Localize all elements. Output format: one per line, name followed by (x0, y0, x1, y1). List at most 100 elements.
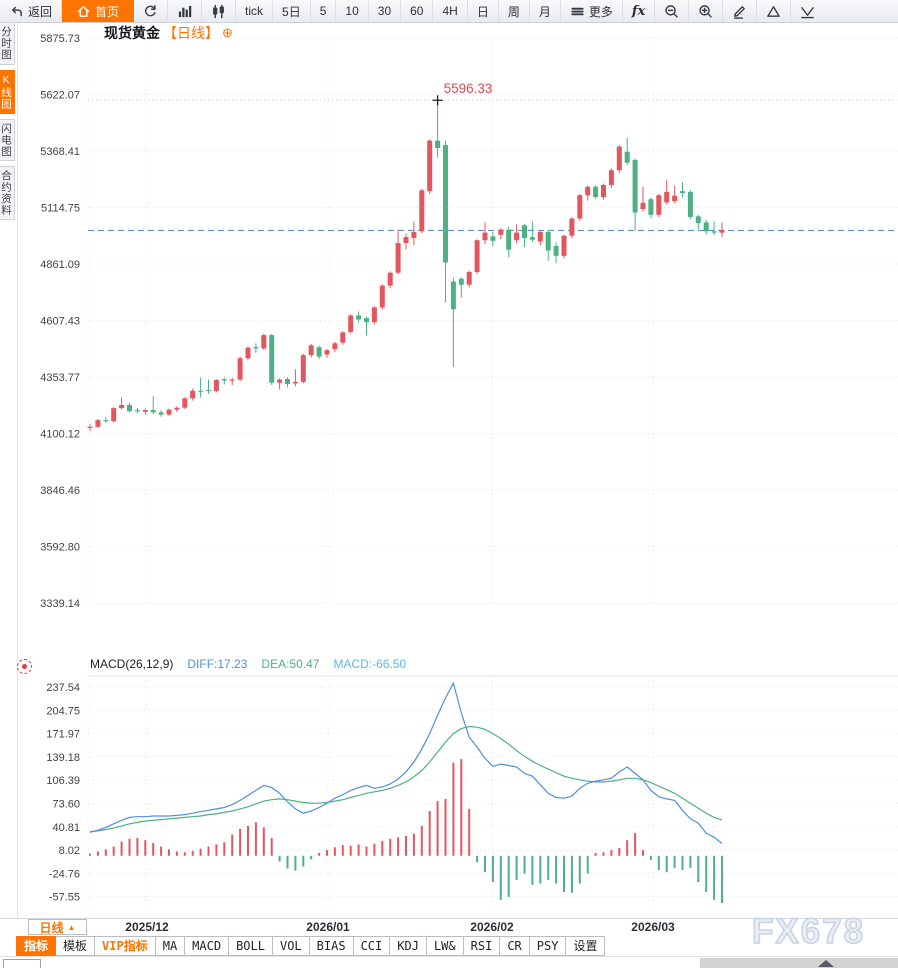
diff-line (89, 681, 723, 844)
indicator-tab-MACD[interactable]: MACD (184, 936, 230, 956)
collapse-triangle-icon[interactable] (818, 960, 834, 967)
sidebar-tab-item[interactable]: 闪电图 (0, 118, 15, 161)
period-month-button-label: 月 (538, 4, 551, 19)
indicator-tab-模板[interactable]: 模板 (55, 936, 96, 956)
indicator-tab-BOLL[interactable]: BOLL (228, 936, 273, 956)
x-axis-label: 2026/01 (306, 920, 350, 934)
candle-body (206, 390, 211, 392)
period-week-button[interactable]: 周 (499, 0, 530, 22)
candle-body (482, 232, 488, 241)
home-button[interactable]: 首页 (62, 0, 135, 22)
macd-y-axis-label: 106.39 (46, 775, 80, 787)
candle-body (379, 285, 385, 308)
macd-panel-chart[interactable]: 237.54 204.75 171.97 139.18 106.39 73.60 40.81… (0, 662, 898, 916)
period-month-button[interactable]: 月 (530, 0, 561, 22)
candle-body (585, 186, 591, 196)
indicator-tab-VOL[interactable]: VOL (271, 936, 310, 956)
candle-body (166, 409, 172, 415)
period-day-button[interactable]: 日 (468, 0, 499, 22)
candle-body (687, 191, 693, 218)
sidebar-tab-item[interactable]: 合约资料 (0, 166, 15, 220)
y-axis-label: 3592.80 (40, 542, 80, 554)
x-axis-label: 2025/12 (125, 920, 169, 934)
high-marker-cross-icon (432, 95, 443, 106)
refresh-button[interactable] (134, 0, 169, 22)
indicator-tab-PSY[interactable]: PSY (528, 936, 567, 956)
indicator-tab-指标[interactable]: 指标 (16, 936, 57, 956)
macd-dea-value: DEA:50.47 (261, 657, 320, 671)
dea-line (89, 725, 723, 833)
indicator-tab-设置[interactable]: 设置 (565, 936, 606, 956)
indicator-tab-RSI[interactable]: RSI (462, 936, 501, 956)
indicator-tab-VIP指标[interactable]: VIP指标 (94, 936, 156, 956)
period-week-button-label: 周 (507, 4, 520, 19)
candle-body (221, 379, 227, 381)
candle-body (150, 410, 156, 413)
more-button[interactable]: 更多 (561, 0, 623, 22)
candle-body (340, 332, 346, 343)
indicator-tab-LW&[interactable]: LW& (425, 936, 464, 956)
zoom-out-icon (664, 4, 679, 19)
period-10-button[interactable]: 10 (336, 0, 369, 22)
x-axis: 2025/12 2026/01 2026/02 2026/03 (0, 918, 898, 936)
period-5day-button[interactable]: 5日 (273, 0, 311, 22)
candle-body (672, 195, 678, 201)
indicator-tab-CCI[interactable]: CCI (352, 936, 391, 956)
shape-tool-button[interactable] (791, 0, 815, 22)
indicator-tab-MA[interactable]: MA (154, 936, 186, 956)
y-axis-label: 4100.12 (40, 429, 80, 441)
macd-y-axis-label: -24.76 (49, 868, 80, 880)
macd-y-axis-label: -57.55 (49, 892, 80, 904)
indicator-tab-CR[interactable]: CR (499, 936, 530, 956)
candle-body (569, 218, 575, 236)
candle-body (127, 405, 132, 412)
candle-body (111, 408, 117, 422)
indicator-burst-icon[interactable] (17, 659, 32, 674)
candle-body (253, 347, 259, 349)
candle-body (119, 405, 125, 409)
candle-body (316, 347, 322, 357)
y-axis-label: 5875.73 (40, 33, 80, 45)
back-button[interactable]: 返回 (0, 0, 63, 22)
indicator-tab-KDJ[interactable]: KDJ (389, 936, 427, 956)
candle-body (601, 184, 606, 197)
fx-indicator-button[interactable]: fx (623, 0, 656, 22)
candle-body (134, 410, 140, 412)
sidebar-tab-item[interactable]: 分时图 (0, 22, 15, 65)
candle-body (332, 343, 338, 350)
home-icon (76, 4, 91, 19)
macd-y-axis-label: 204.75 (46, 705, 80, 717)
macd-title: MACD(26,12,9) (90, 657, 174, 671)
y-axis-label: 5368.41 (40, 146, 80, 158)
period-selector[interactable]: 日线 ▲ (28, 919, 87, 935)
bottom-scrollbar[interactable] (700, 958, 898, 968)
candle-body (174, 407, 180, 410)
indicator-tab-BIAS[interactable]: BIAS (308, 936, 354, 956)
macd-y-axis-label: 73.60 (52, 799, 80, 811)
candle-body (648, 199, 654, 215)
sidebar-tab-active[interactable]: K线图 (0, 69, 15, 114)
period-30-button[interactable]: 30 (369, 0, 402, 22)
candle-body (498, 229, 504, 235)
y-axis-label: 3339.14 (40, 598, 80, 610)
candle-body (529, 237, 535, 240)
add-indicator-icon[interactable]: ⊕ (222, 25, 233, 40)
period-60-button[interactable]: 60 (401, 0, 434, 22)
candle-body (285, 378, 290, 385)
candle-body (537, 231, 543, 242)
candlestick-chart[interactable]: 5875.73 5622.07 5368.41 5114.75 4861.09 4607.… (0, 22, 898, 652)
triangle-tool-button[interactable] (757, 0, 792, 22)
period-4h-button[interactable]: 4H (433, 0, 468, 22)
candle-body (656, 195, 662, 215)
zoom-out-button[interactable] (655, 0, 690, 22)
draw-button[interactable] (723, 0, 758, 22)
candle-body (640, 202, 646, 210)
candlestick-button[interactable] (202, 0, 237, 22)
column-chart-button[interactable] (168, 0, 203, 22)
macd-y-axis-label: 171.97 (46, 729, 80, 741)
fx-indicator-button-label: fx (631, 3, 646, 19)
period-5-button[interactable]: 5 (311, 0, 337, 22)
tick-button[interactable]: tick (236, 0, 274, 22)
zoom-in-button[interactable] (689, 0, 724, 22)
